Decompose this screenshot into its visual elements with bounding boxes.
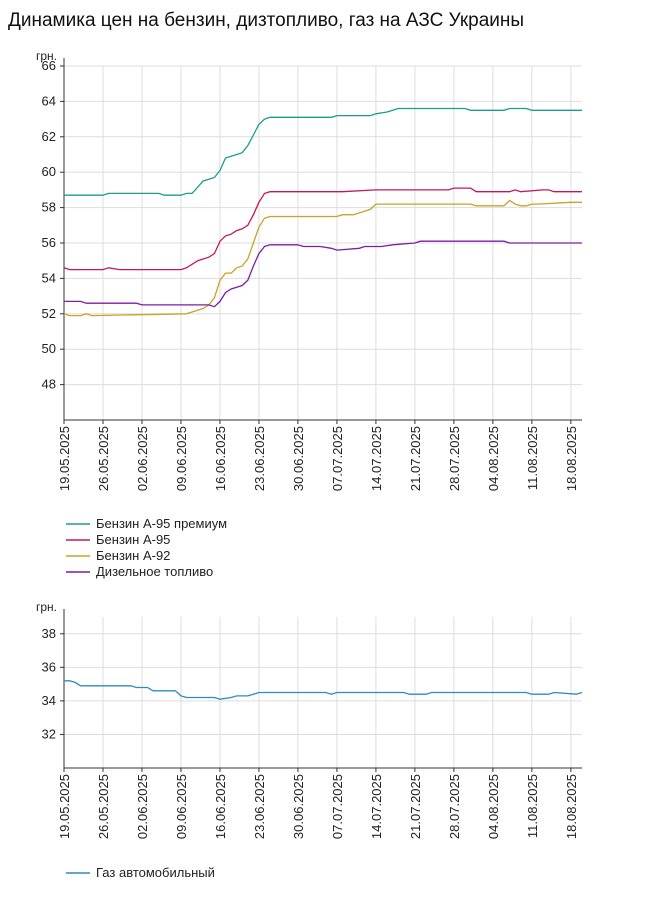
x-tick-label: 04.08.2025: [486, 774, 501, 839]
y-tick-label: 62: [42, 129, 56, 144]
y-tick-label: 66: [42, 58, 56, 73]
legend-label-2: Бензин А-95: [96, 532, 170, 547]
y-tick-label: 56: [42, 235, 56, 250]
y-tick-label: 64: [42, 93, 56, 108]
x-tick-label: 23.06.2025: [252, 426, 267, 491]
x-tick-label: 02.06.2025: [135, 426, 150, 491]
x-tick-label: 16.06.2025: [213, 774, 228, 839]
y-tick-label: 52: [42, 306, 56, 321]
x-tick-label: 09.06.2025: [174, 426, 189, 491]
y-tick-label: 54: [42, 270, 56, 285]
y-tick-label: 36: [42, 659, 56, 674]
legend-label-4: Дизельное топливо: [96, 564, 213, 579]
series-line-4: [64, 240, 582, 308]
x-tick-label: 04.08.2025: [486, 426, 501, 491]
y-tick-label: 60: [42, 164, 56, 179]
x-tick-label: 18.08.2025: [564, 774, 579, 839]
y-tick-label: 32: [42, 726, 56, 741]
legend-label-1: Газ автомобильный: [96, 865, 215, 880]
legend-label-3: Бензин А-92: [96, 548, 170, 563]
x-tick-label: 09.06.2025: [174, 774, 189, 839]
x-tick-label: 23.06.2025: [252, 774, 267, 839]
series-line-1: [64, 680, 583, 700]
series-line-1: [64, 107, 582, 196]
x-tick-label: 30.06.2025: [291, 426, 306, 491]
x-tick-label: 26.05.2025: [96, 426, 111, 491]
y-tick-label: 58: [42, 200, 56, 215]
x-tick-label: 19.05.2025: [57, 426, 72, 491]
x-tick-label: 11.08.2025: [525, 426, 540, 490]
y-axis-label: грн.: [36, 49, 57, 63]
chart-title: Динамика цен на бензин, дизтопливо, газ …: [8, 10, 525, 31]
y-tick-label: 38: [42, 626, 56, 641]
y-tick-label: 50: [42, 341, 56, 356]
x-tick-label: 14.07.2025: [369, 426, 384, 491]
x-tick-label: 21.07.2025: [408, 426, 423, 491]
x-tick-label: 28.07.2025: [447, 426, 462, 491]
chart-2: 32 34 36 38 грн. 19.05.2025 26.05.2025 02.06.20…: [36, 600, 583, 880]
series-line-2: [63, 187, 582, 271]
y-tick-label: 48: [42, 377, 56, 392]
x-tick-label: 11.08.2025: [525, 774, 540, 838]
x-tick-label: 14.07.2025: [369, 774, 384, 839]
x-tick-label: 26.05.2025: [96, 774, 111, 839]
y-tick-label: 34: [42, 693, 56, 708]
x-tick-label: 21.07.2025: [408, 774, 423, 839]
x-tick-label: 07.07.2025: [330, 774, 345, 839]
x-tick-label: 30.06.2025: [291, 774, 306, 839]
x-tick-label: 18.08.2025: [564, 426, 579, 491]
y-axis-label: грн.: [36, 600, 57, 614]
x-tick-label: 16.06.2025: [213, 426, 228, 491]
x-tick-label: 02.06.2025: [135, 774, 150, 839]
x-tick-label: 07.07.2025: [330, 426, 345, 491]
legend-label-1: Бензин А-95 премиум: [96, 516, 227, 531]
series-line-3: [63, 199, 582, 317]
x-tick-label: 19.05.2025: [57, 774, 72, 839]
x-tick-label: 28.07.2025: [447, 774, 462, 839]
